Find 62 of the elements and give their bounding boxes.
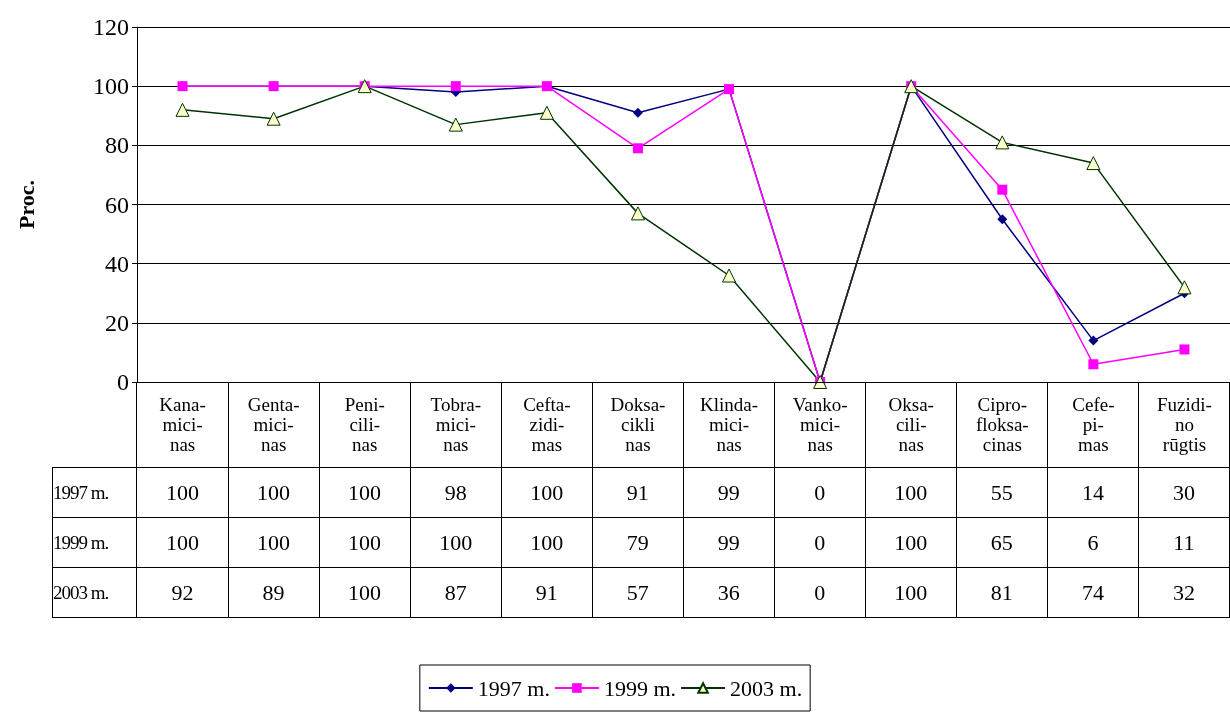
data-label: 14 <box>1047 467 1139 518</box>
data-label: 0 <box>774 467 866 518</box>
x-tick-label: Tobra- mici- nas <box>430 393 481 455</box>
data-label: 99 <box>683 467 775 518</box>
x-tick-label: Genta- mici- nas <box>247 393 300 455</box>
data-label: 100 <box>319 567 411 618</box>
x-tick-label: Oksa- cili- nas <box>888 393 934 455</box>
data-label: 100 <box>136 517 229 568</box>
x-tick-label: Doksa- cikli nas <box>610 393 666 455</box>
data-label: 55 <box>956 467 1048 518</box>
data-label: 100 <box>501 517 593 568</box>
data-label: 91 <box>592 467 684 518</box>
data-label: 100 <box>228 517 320 568</box>
x-tick-label: Klinda- mici- nas <box>700 393 759 455</box>
data-label: 100 <box>865 567 957 618</box>
legend-label: 2003 m. <box>730 675 803 701</box>
y-tick-label: 80 <box>105 132 129 159</box>
data-label: 100 <box>501 467 593 518</box>
text: 1999 m. <box>53 531 109 553</box>
data-label: 92 <box>136 567 229 618</box>
data-label: 100 <box>865 517 957 568</box>
data-label: 6 <box>1047 517 1139 568</box>
x-tick-label: Cefta- zidi- mas <box>523 393 571 455</box>
x-tick-label: Fuzidi- no rūgtis <box>1157 393 1212 455</box>
legend-label: 1997 m. <box>477 675 550 701</box>
data-label: 100 <box>319 467 411 518</box>
y-tick-label: 0 <box>117 369 129 395</box>
data-label: 30 <box>1138 467 1230 518</box>
data-label: 65 <box>956 517 1048 568</box>
x-tick-label: Cipro- floksa- cinas <box>975 393 1029 455</box>
y-tick-label: 40 <box>105 250 129 277</box>
y-tick-label: 100 <box>93 73 129 100</box>
data-label: 0 <box>774 567 866 618</box>
data-label: 32 <box>1138 567 1230 618</box>
data-label: 100 <box>410 517 502 568</box>
data-label: 0 <box>774 517 866 568</box>
y-tick-label: 120 <box>93 14 129 40</box>
data-label: 36 <box>683 567 775 618</box>
data-label: 81 <box>956 567 1048 618</box>
text: 1997 m. <box>53 481 109 503</box>
text: 2003 m. <box>53 581 109 603</box>
legend-label: 1999 m. <box>603 675 677 701</box>
data-label: 74 <box>1047 567 1139 618</box>
y-tick-label: 20 <box>105 309 129 336</box>
data-label: 87 <box>410 567 502 618</box>
data-label: 91 <box>501 567 593 618</box>
x-tick-label: Peni- cili- nas <box>344 393 385 455</box>
x-tick-label: Vanko- mici- nas <box>792 393 848 455</box>
data-label: 89 <box>228 567 320 618</box>
x-tick-label: Kana- mici- nas <box>159 393 206 455</box>
y-tick-label: 60 <box>105 191 129 218</box>
data-label: 79 <box>592 517 684 568</box>
data-label: 11 <box>1138 517 1230 568</box>
data-label: 100 <box>136 467 229 518</box>
data-label: 100 <box>319 517 411 568</box>
x-tick-label: Cefe- pi- mas <box>1072 393 1115 455</box>
data-label: 99 <box>683 517 775 568</box>
data-label: 100 <box>228 467 320 518</box>
data-label: 100 <box>865 467 957 518</box>
y-axis-title: Proc. <box>13 179 39 230</box>
data-label: 57 <box>592 567 684 618</box>
data-label: 98 <box>410 467 502 518</box>
